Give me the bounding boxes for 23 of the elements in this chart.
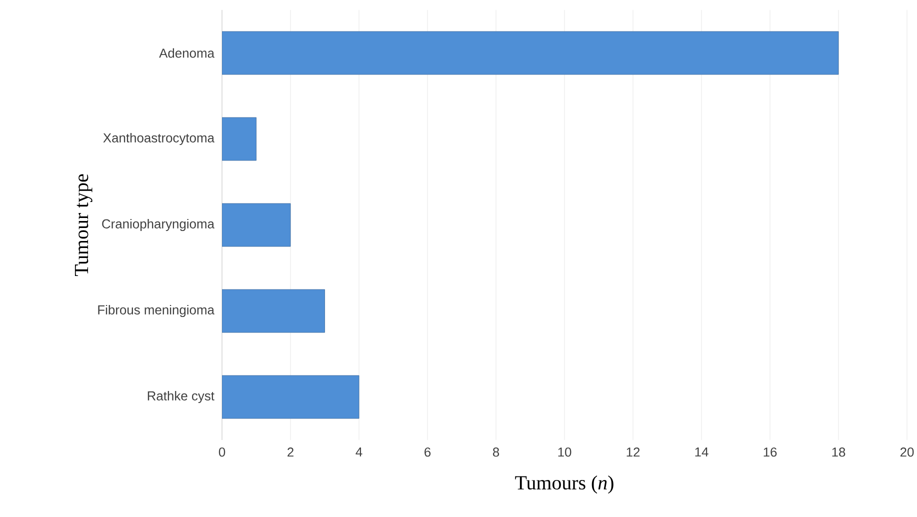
x-tick-label: 14 — [695, 448, 708, 456]
x-tick-label: 6 — [424, 448, 431, 457]
y-tick-label: Craniopharyngioma — [102, 218, 214, 232]
x-axis-title: Tumours (n) — [515, 476, 614, 494]
x-tick-label: 2 — [288, 448, 294, 457]
bar — [222, 289, 325, 333]
y-tick-label: Adenoma — [159, 48, 214, 58]
x-tick-label: 4 — [356, 448, 362, 456]
y-axis-title: Tumour type — [74, 174, 92, 276]
bar — [222, 203, 291, 247]
y-tick-label: Xanthoastrocytoma — [103, 132, 214, 146]
y-tick-label: Fibrous meningioma — [98, 304, 214, 318]
x-tick-label: 20 — [900, 448, 914, 457]
bar — [222, 117, 256, 161]
y-tick-label: Rathke cyst — [148, 390, 214, 404]
x-tick-label: 8 — [492, 448, 500, 457]
x-tick-label: 0 — [218, 448, 226, 457]
x-tick-label: 18 — [832, 448, 846, 457]
x-tick-label: 10 — [558, 448, 572, 457]
bar — [222, 375, 360, 419]
x-tick-label: 16 — [764, 448, 777, 457]
bar — [222, 31, 839, 75]
x-tick-label: 12 — [626, 448, 640, 457]
